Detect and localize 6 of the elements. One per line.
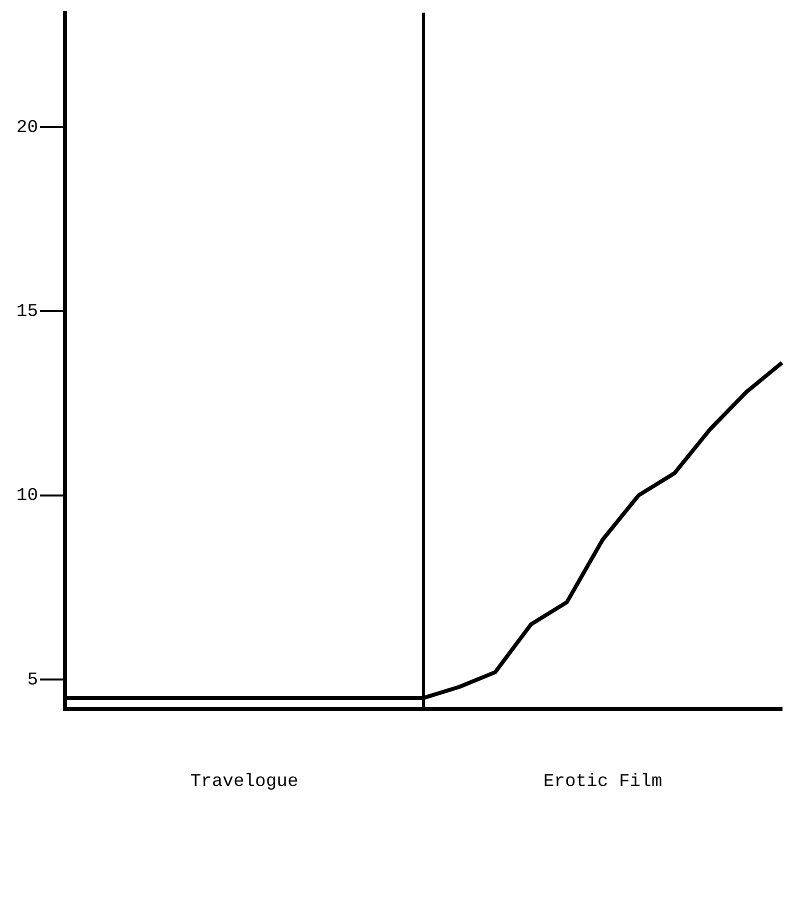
y-tick-label: 20 — [16, 118, 38, 138]
y-tick-label: 5 — [27, 670, 38, 690]
y-tick-label: 15 — [16, 302, 38, 322]
y-tick-label: 10 — [16, 486, 38, 506]
text: Travelogue — [190, 772, 298, 792]
text: Erotic Film — [543, 772, 662, 792]
